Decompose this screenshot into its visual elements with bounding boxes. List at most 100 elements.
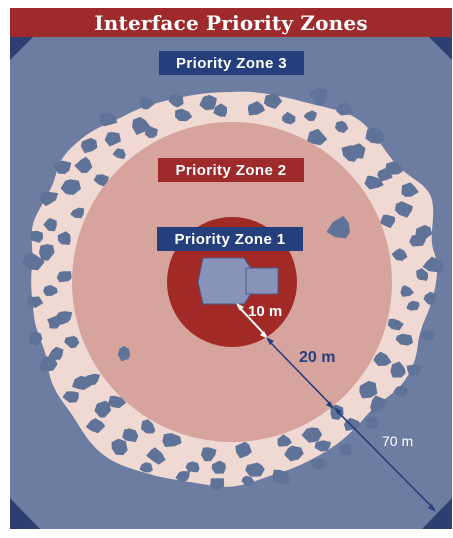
tree-patch <box>406 364 422 376</box>
tree-patch <box>28 331 43 346</box>
tree-patch <box>416 268 429 281</box>
tree-patch <box>72 376 92 390</box>
tree-patch <box>309 87 328 105</box>
tree-patch <box>348 143 366 159</box>
tree-patch <box>43 218 57 232</box>
tree-patch <box>387 318 404 331</box>
tree-patch <box>401 182 419 197</box>
arrow-70m <box>335 409 435 510</box>
tree-patch <box>390 361 406 378</box>
distance-70m: 70 m <box>382 433 414 449</box>
tree-patch <box>70 207 85 219</box>
tree-patch <box>99 112 118 127</box>
tree-patch <box>175 108 193 122</box>
tree-patch <box>111 438 128 456</box>
tree-patch <box>139 96 155 110</box>
distance-10m: 10 m <box>248 303 283 320</box>
tree-patch <box>210 478 225 491</box>
tree-patch <box>277 434 292 447</box>
tree-patches-zone2 <box>117 216 350 362</box>
tree-patch <box>21 252 45 271</box>
tree-patch <box>420 329 436 341</box>
tree-patch <box>339 444 352 456</box>
tree-patch <box>140 419 156 434</box>
corner-bottom-left <box>10 498 40 529</box>
tree-patch <box>47 315 61 329</box>
diagram-title: Interface Priority Zones <box>10 8 452 37</box>
arrow-70m-head-start <box>334 407 342 415</box>
tree-patch <box>384 161 403 175</box>
tree-patch <box>199 94 217 111</box>
distance-20m: 20 m <box>299 349 336 366</box>
tree-patch <box>112 148 126 160</box>
tree-patch <box>39 191 59 207</box>
arrow-20m-head-end <box>326 401 334 409</box>
tree-patch <box>62 391 79 403</box>
corner-top-right <box>428 36 452 60</box>
tree-patch <box>373 351 392 366</box>
tree-patch <box>74 156 93 173</box>
tree-patch <box>306 128 328 146</box>
tree-patch <box>422 256 443 273</box>
tree-patch <box>39 244 55 261</box>
tree-patch <box>93 174 110 187</box>
house-icon <box>197 257 253 305</box>
distance-arrows <box>236 303 436 512</box>
tree-patch <box>201 447 217 462</box>
arrow-10m <box>237 305 267 337</box>
tree-patch <box>391 248 408 261</box>
tree-patch <box>245 462 265 477</box>
tree-patch <box>272 469 290 485</box>
tree-patch <box>108 395 127 409</box>
tree-patch <box>394 201 413 218</box>
tree-patch <box>336 102 354 116</box>
tree-patch <box>314 440 331 452</box>
tree-patch <box>343 417 361 431</box>
tree-patch <box>235 441 252 459</box>
tree-patches <box>21 87 443 491</box>
arrow-20m-head-start <box>266 337 274 345</box>
tree-patch <box>406 300 420 311</box>
tree-patch <box>162 433 182 447</box>
tree-patch <box>146 447 166 465</box>
tree-patch <box>284 445 304 462</box>
tree-patch <box>379 214 396 229</box>
tree-patch <box>175 471 190 482</box>
tree-patch <box>56 271 72 283</box>
tree-patch <box>29 230 44 243</box>
tree-patch <box>370 395 387 413</box>
tree-patch <box>263 93 283 109</box>
tree-patch <box>282 111 296 125</box>
tree-patch <box>144 126 158 139</box>
tree-patch <box>132 116 151 135</box>
corner-bottom-right <box>422 498 452 529</box>
arrow-10m-head-start <box>236 303 244 311</box>
tree-patch <box>310 458 325 470</box>
corner-top-left <box>10 36 34 60</box>
tree-patch <box>364 175 384 190</box>
tree-patch <box>334 120 349 133</box>
zone1-label: Priority Zone 1 <box>157 227 303 251</box>
tree-patch <box>247 101 265 116</box>
tree-patch <box>53 160 72 174</box>
tree-patch <box>326 216 350 239</box>
tree-patch <box>365 415 379 429</box>
tree-patch <box>168 94 184 108</box>
tree-patch <box>85 418 106 434</box>
arrow-70m-head-end <box>428 504 436 512</box>
tree-patch <box>39 356 58 372</box>
tree-patch <box>139 462 153 473</box>
tree-patch <box>211 460 226 474</box>
tree-patch <box>185 461 200 473</box>
tree-patch <box>395 333 414 346</box>
zone3-label: Priority Zone 3 <box>159 51 304 75</box>
tree-patch <box>104 132 121 147</box>
zone2-label: Priority Zone 2 <box>158 158 304 182</box>
tree-patch <box>117 345 131 362</box>
tree-patch <box>213 103 227 117</box>
tree-patch <box>400 285 415 297</box>
tree-patch <box>94 400 112 418</box>
tree-patch <box>80 137 98 154</box>
